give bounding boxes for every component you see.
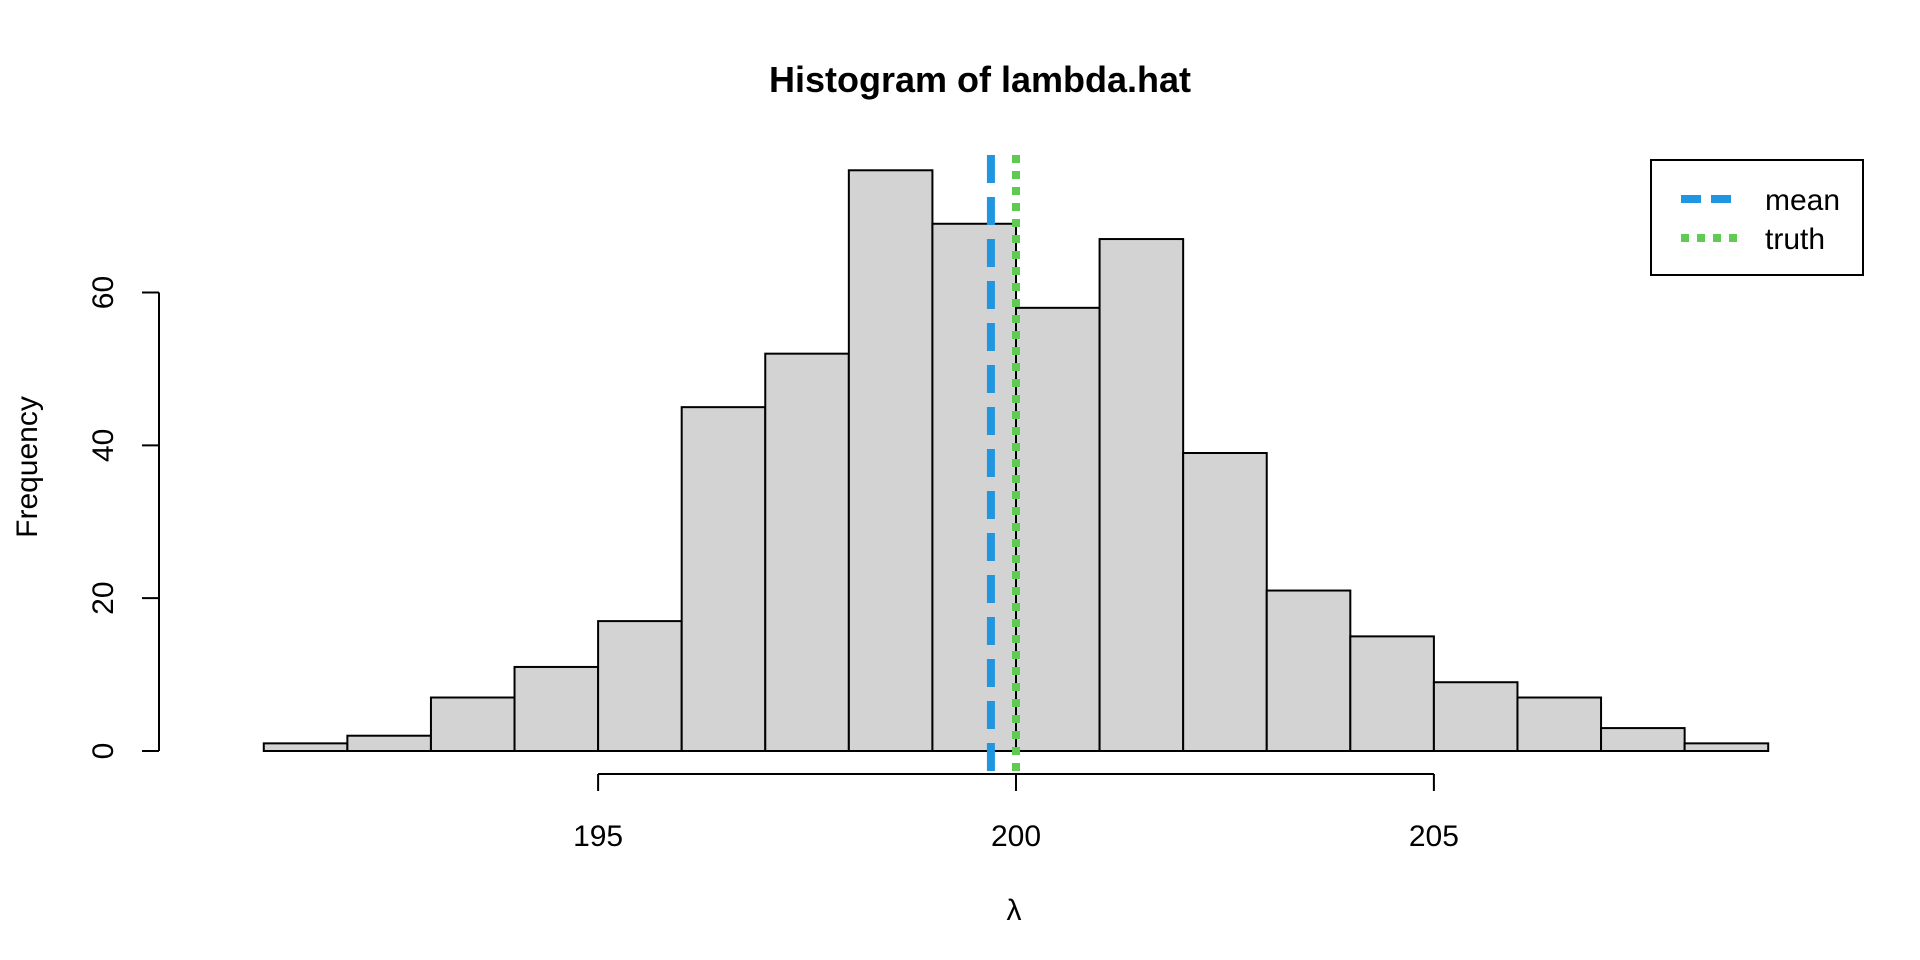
y-axis-label: Frequency bbox=[11, 396, 44, 538]
y-axis: 0 20 40 60 bbox=[87, 276, 160, 760]
y-tick-label: 60 bbox=[87, 276, 120, 309]
histogram-bar bbox=[1683, 742, 1770, 752]
x-tick-label: 200 bbox=[991, 820, 1041, 853]
histogram-bar bbox=[1432, 681, 1519, 753]
histogram-bar bbox=[1182, 452, 1268, 752]
legend-label-truth: truth bbox=[1765, 223, 1825, 256]
histogram-bar bbox=[429, 696, 516, 752]
bars-group bbox=[262, 169, 1770, 753]
y-tick-label: 40 bbox=[87, 429, 120, 462]
x-tick-label: 195 bbox=[573, 820, 623, 853]
y-tick-label: 0 bbox=[87, 743, 120, 760]
histogram-bar bbox=[597, 620, 683, 752]
histogram-bar bbox=[931, 222, 1018, 752]
histogram-bar bbox=[847, 169, 934, 753]
histogram-bar bbox=[1265, 589, 1352, 752]
legend-label-mean: mean bbox=[1765, 184, 1840, 217]
reference-lines bbox=[986, 155, 1020, 776]
histogram-bar bbox=[1098, 238, 1185, 753]
x-tick-label: 205 bbox=[1409, 820, 1459, 853]
y-tick-label: 20 bbox=[87, 581, 120, 614]
histogram-bar bbox=[346, 734, 432, 753]
histogram-bar bbox=[680, 406, 767, 752]
legend-box bbox=[1650, 159, 1864, 276]
histogram-bar bbox=[262, 742, 349, 752]
histogram-bar bbox=[1600, 727, 1686, 752]
histogram-bar bbox=[1516, 696, 1603, 752]
legend: mean truth bbox=[1650, 159, 1864, 276]
histogram-bar bbox=[1349, 635, 1435, 753]
histogram-bar bbox=[513, 665, 600, 753]
histogram-bar bbox=[764, 352, 850, 752]
x-axis: 195 200 205 bbox=[573, 773, 1459, 853]
histogram-bar bbox=[1015, 306, 1101, 752]
chart-title: Histogram of lambda.hat bbox=[769, 59, 1191, 100]
x-axis-label: λ bbox=[1007, 894, 1022, 927]
